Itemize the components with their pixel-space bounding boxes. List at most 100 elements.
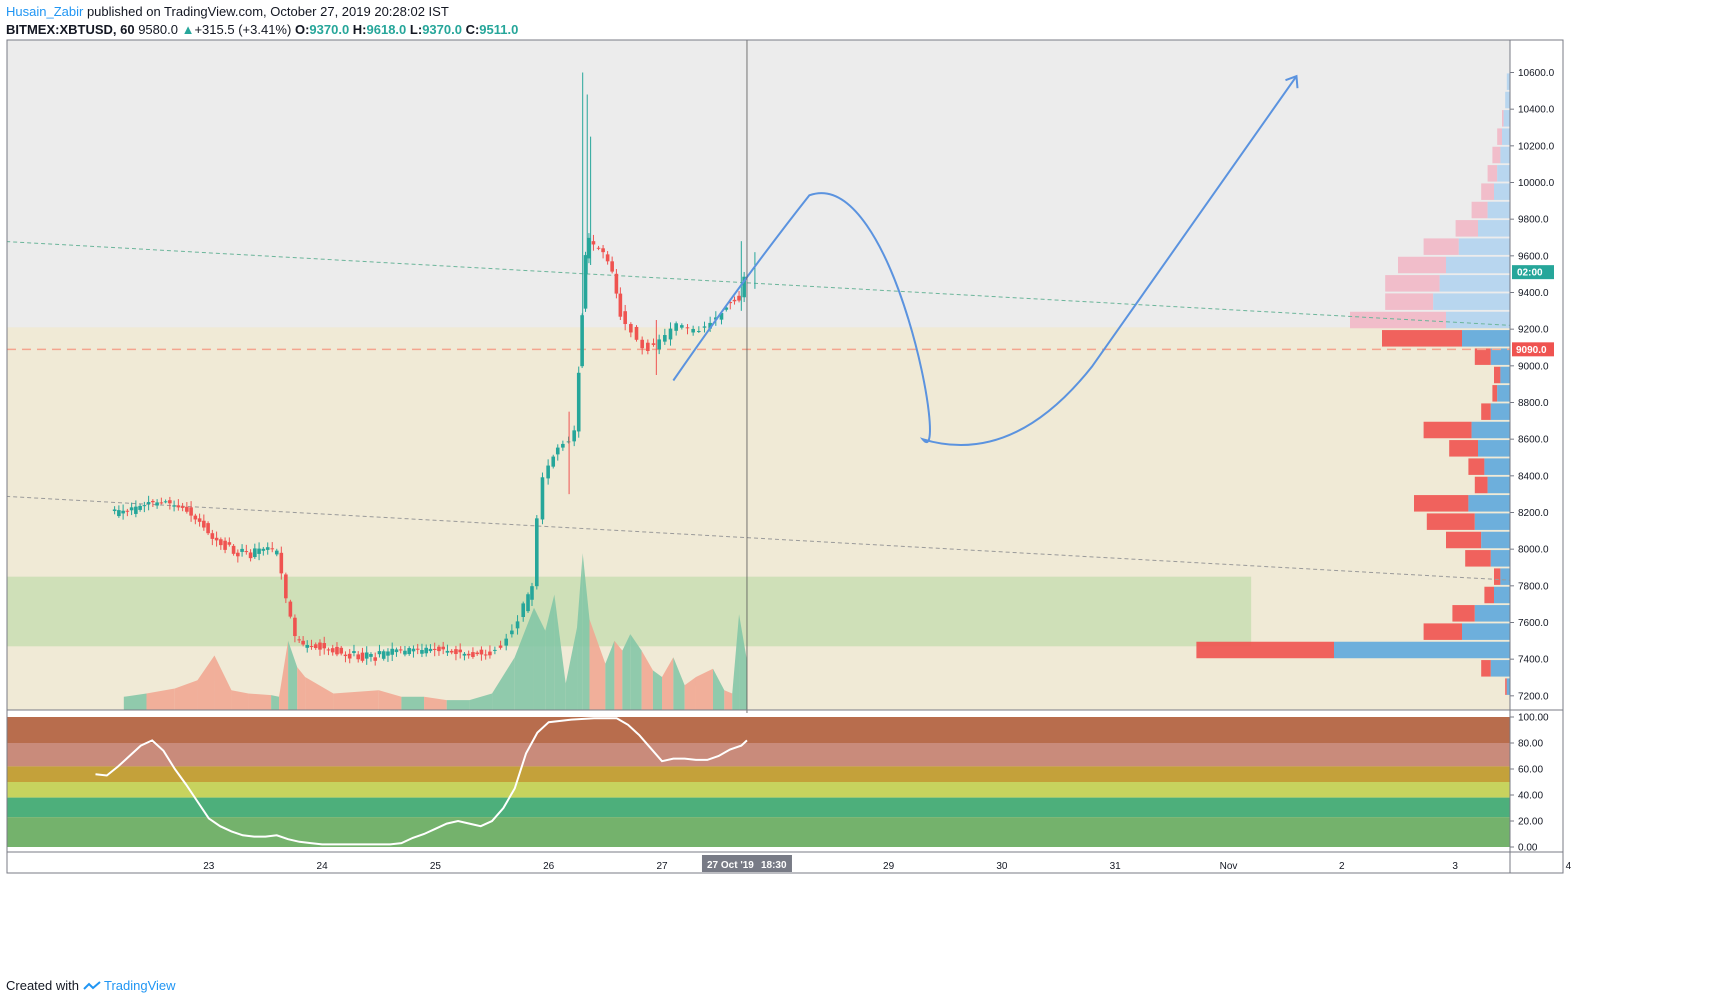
volume-area: [297, 667, 306, 710]
level-badge: [1512, 342, 1554, 357]
volume-profile-down-bar: [1497, 128, 1502, 145]
volume-profile-down-bar: [1471, 201, 1488, 219]
candle-body: [623, 311, 627, 325]
candle-body: [526, 594, 530, 612]
volume-profile-down-bar: [1494, 366, 1501, 384]
volume-profile-up-bar: [1494, 586, 1510, 604]
volume-profile-down-bar: [1481, 403, 1491, 420]
price-axis-label: 9800.0: [1518, 215, 1549, 226]
price-axis-label: 10000.0: [1518, 178, 1555, 189]
candle-body: [214, 537, 219, 541]
volume-area: [641, 650, 653, 710]
candle-body: [313, 644, 318, 649]
osc-band-3: [7, 782, 1510, 798]
candle-body: [493, 649, 497, 651]
volume-area: [271, 695, 280, 710]
volume-area: [492, 657, 515, 710]
cursor-date-label: 27 Oct '19: [707, 860, 754, 871]
candle-body: [301, 640, 305, 645]
candle-body: [244, 551, 249, 553]
volume-area: [378, 690, 402, 710]
volume-profile-up-bar: [1478, 440, 1510, 457]
price-axis-label: 8400.0: [1518, 471, 1549, 482]
symbol-label: BITMEX:XBTUSD, 60: [6, 22, 135, 37]
candle-body: [210, 533, 215, 539]
candle-body: [151, 500, 155, 503]
candle-body: [411, 648, 416, 652]
osc-band-1: [7, 743, 1510, 767]
volume-profile-up-bar: [1490, 660, 1510, 677]
created-with-text: Created with: [6, 978, 79, 993]
price-axis-label: 7400.0: [1518, 655, 1549, 666]
time-axis-label: 31: [1110, 861, 1122, 872]
close-label: C:: [465, 22, 480, 37]
volume-profile-down-bar: [1492, 146, 1501, 164]
volume-area: [732, 614, 740, 710]
volume-profile-up-bar: [1462, 330, 1510, 347]
close-value: 9511.0: [479, 22, 519, 37]
candle-body: [646, 342, 650, 351]
candle-body: [284, 574, 288, 599]
candle-body: [248, 552, 253, 559]
tradingview-link[interactable]: TradingView: [104, 978, 176, 993]
candle-body: [504, 638, 509, 646]
candle-body: [742, 276, 746, 298]
candle-body: [398, 649, 403, 651]
high-value: 9618.0: [366, 22, 407, 37]
volume-profile-up-bar: [1433, 293, 1510, 310]
candle-body: [471, 652, 475, 657]
osc-axis-label: 0.00: [1518, 843, 1538, 854]
candle-body: [428, 648, 433, 652]
candle-body: [629, 324, 633, 333]
author-link[interactable]: Husain_Zabir: [6, 4, 84, 19]
candle-body: [180, 506, 185, 508]
volume-profile-down-bar: [1481, 660, 1491, 677]
price-axis-label: 7200.0: [1518, 691, 1549, 702]
volume-area: [197, 655, 215, 710]
price-axis-label: 8800.0: [1518, 398, 1549, 409]
volume-area: [662, 657, 674, 710]
candle-body: [415, 648, 420, 650]
candle-body: [364, 652, 369, 659]
time-axis-label: 30: [996, 861, 1008, 872]
volume-area: [582, 553, 590, 710]
forecast-path: [672, 75, 1298, 447]
candle-body: [297, 639, 301, 641]
time-axis-label: 27: [656, 861, 668, 872]
candle-body: [432, 648, 437, 650]
candle-body: [535, 518, 539, 587]
ohlc-legend: BITMEX:XBTUSD, 60 9580.0 ▲+315.5 (+3.41%…: [6, 22, 518, 37]
candle-body: [680, 325, 684, 328]
candle-body: [125, 510, 130, 512]
candle-body: [206, 523, 210, 534]
candle-body: [708, 322, 712, 329]
volume-area: [533, 607, 546, 710]
volume-area: [146, 688, 175, 710]
volume-profile-down-bar: [1385, 293, 1434, 310]
volume-profile-up-bar: [1497, 165, 1510, 182]
open-value: 9370.0: [309, 22, 350, 37]
price-axis-label: 9000.0: [1518, 361, 1549, 372]
last-price: 9580.0: [138, 22, 178, 37]
candle-body: [454, 649, 458, 655]
volume-area: [446, 700, 470, 710]
time-axis-label: Nov: [1220, 861, 1238, 872]
candle-body: [466, 653, 471, 656]
published-text: published on TradingView.com, October 27…: [86, 4, 449, 19]
candle-body: [515, 621, 520, 629]
volume-profile-up-bar: [1474, 513, 1510, 530]
volume-area: [695, 668, 713, 710]
volume-profile-down-bar: [1481, 183, 1494, 200]
volume-area: [712, 668, 725, 710]
volume-area: [614, 640, 623, 710]
candle-body: [197, 518, 202, 522]
candle-body: [737, 295, 741, 301]
candle-body: [483, 654, 488, 656]
volume-profile-up-bar: [1487, 201, 1510, 219]
candle-body: [231, 545, 236, 554]
volume-profile-up-bar: [1487, 476, 1510, 494]
candle-body: [163, 501, 168, 503]
candle-body: [142, 505, 147, 507]
candle-body: [257, 548, 261, 554]
